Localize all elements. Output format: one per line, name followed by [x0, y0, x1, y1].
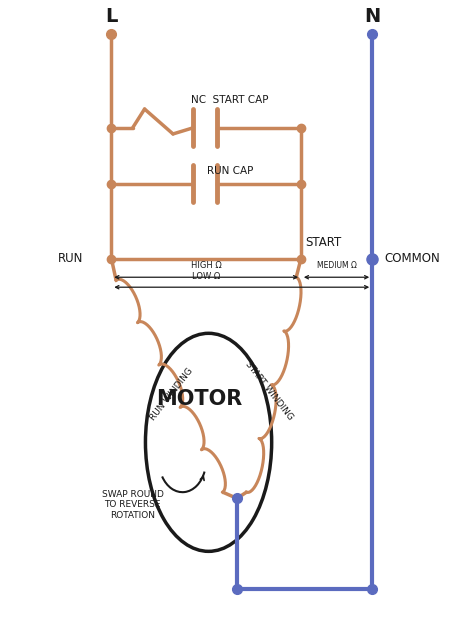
Text: START: START: [306, 237, 342, 249]
Text: MEDIUM Ω: MEDIUM Ω: [317, 261, 356, 270]
Text: N: N: [364, 7, 380, 26]
Text: COMMON: COMMON: [384, 252, 440, 265]
Text: HIGH Ω: HIGH Ω: [191, 261, 221, 270]
Text: START WINDING: START WINDING: [243, 360, 295, 422]
Text: L: L: [105, 7, 118, 26]
Text: RUN CAP: RUN CAP: [207, 166, 253, 176]
Text: SWAP ROUND
TO REVERSE
ROTATION: SWAP ROUND TO REVERSE ROTATION: [102, 490, 164, 520]
Text: RUN: RUN: [57, 252, 83, 265]
Text: RUN WINDING: RUN WINDING: [149, 366, 195, 422]
Text: MOTOR: MOTOR: [156, 389, 242, 409]
Text: NC  START CAP: NC START CAP: [191, 95, 269, 105]
Text: LOW Ω: LOW Ω: [192, 272, 220, 281]
